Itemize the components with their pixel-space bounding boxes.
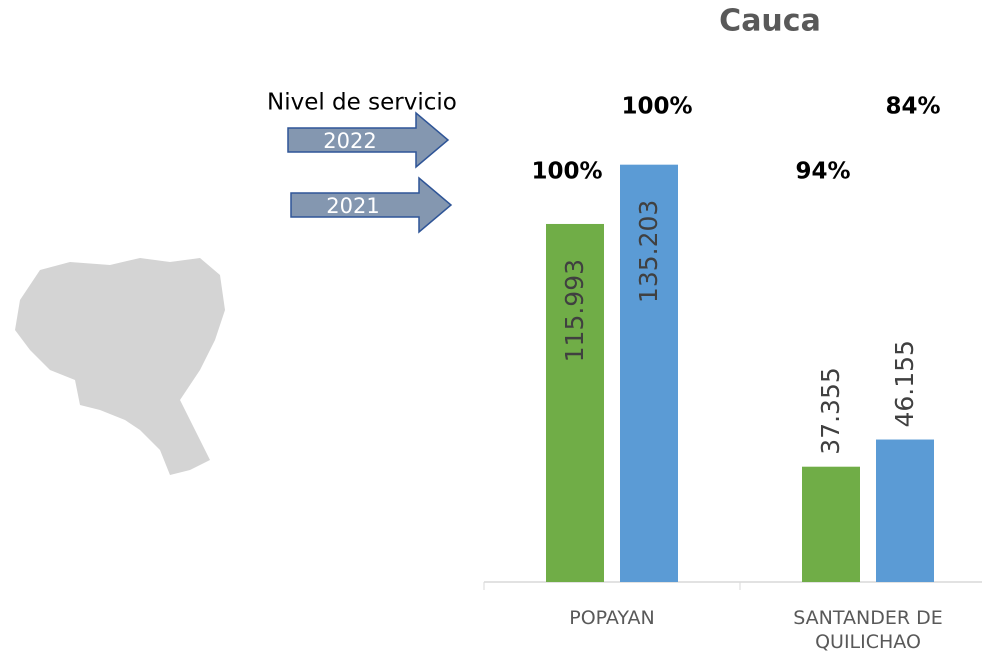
value-label: 37.355 bbox=[816, 367, 845, 454]
bar bbox=[620, 164, 678, 582]
bar bbox=[802, 466, 860, 582]
value-label: 135.203 bbox=[634, 200, 663, 303]
service-level-label: 100% bbox=[621, 94, 692, 120]
service-level-label: 100% bbox=[531, 159, 602, 185]
bar bbox=[876, 439, 934, 582]
legend-label: 2021 bbox=[326, 194, 379, 218]
value-label: 46.155 bbox=[890, 340, 919, 427]
chart-title: Cauca bbox=[719, 4, 821, 39]
x-tick-label: POPAYAN bbox=[569, 607, 655, 629]
service-level-label: 84% bbox=[885, 94, 940, 120]
x-tick-label: SANTANDER DE QUILICHAO bbox=[793, 607, 943, 653]
map-shape bbox=[15, 258, 225, 475]
service-level-label: 94% bbox=[795, 159, 850, 185]
legend-title: Nivel de servicio bbox=[267, 90, 457, 116]
legend-label: 2022 bbox=[323, 129, 376, 153]
value-label: 115.993 bbox=[560, 259, 589, 362]
legend-arrow bbox=[287, 111, 450, 169]
bar bbox=[546, 223, 604, 583]
legend-arrow bbox=[290, 176, 453, 234]
